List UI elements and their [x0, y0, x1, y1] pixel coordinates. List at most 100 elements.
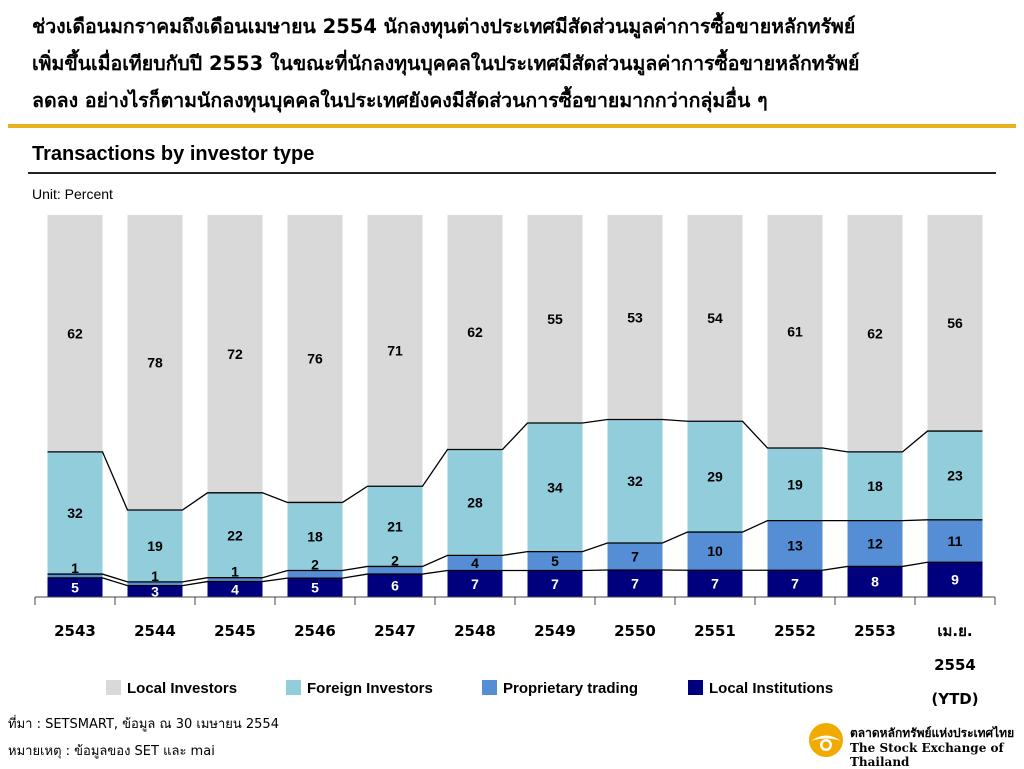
bar-segment — [447, 570, 503, 597]
data-label: 71 — [387, 343, 403, 359]
data-label: 8 — [871, 574, 879, 590]
data-label: 3 — [151, 583, 159, 599]
bar-segment — [287, 578, 343, 597]
bar-segment — [607, 569, 663, 597]
bar-segment — [367, 486, 423, 567]
bar-segment — [767, 570, 823, 597]
data-label: 7 — [711, 576, 719, 592]
bar-segment — [847, 566, 903, 597]
data-label: 29 — [707, 469, 723, 485]
bar-segment — [847, 520, 903, 567]
x-tick-label: 2544 — [134, 622, 176, 640]
bar-segment — [847, 215, 903, 452]
source-note: ที่มา : SETSMART, ข้อมูล ณ 30 เมษายน 255… — [8, 717, 279, 732]
x-tick-label: 2551 — [694, 622, 736, 640]
legend-swatch — [688, 680, 703, 695]
data-label: 34 — [547, 479, 563, 495]
data-label: 18 — [307, 528, 323, 544]
data-label: 28 — [467, 494, 483, 510]
data-label: 23 — [947, 467, 963, 483]
data-label: 78 — [147, 355, 163, 371]
x-tick-label: 2549 — [534, 622, 576, 640]
data-label: 55 — [547, 311, 563, 327]
bar-segment — [127, 585, 183, 597]
bar-segment — [927, 215, 983, 432]
set-logo-icon — [809, 723, 843, 757]
x-tick-label: 2553 — [854, 622, 896, 640]
footnote: หมายเหตุ : ข้อมูลของ SET และ mai — [8, 744, 215, 759]
bar-segment — [207, 215, 263, 493]
data-label: 7 — [551, 576, 559, 592]
data-label: 32 — [627, 473, 643, 489]
data-label: 2 — [311, 557, 319, 573]
logo-text-english: The Stock Exchange of Thailand — [850, 741, 1004, 769]
bar-segment — [927, 431, 983, 520]
series-connector-line — [47, 519, 983, 583]
headline-line: ลดลง อย่างไรก็ตามนักลงทุนบุคคลในประเทศยั… — [32, 89, 768, 112]
bar-segment — [767, 520, 823, 571]
x-tick-label: 2547 — [374, 622, 416, 640]
data-label: 10 — [707, 543, 723, 559]
bar-segment — [287, 502, 343, 571]
bar-segment — [47, 574, 103, 578]
data-label: 54 — [707, 310, 723, 326]
data-label: 13 — [787, 537, 803, 553]
x-tick-label: เม.ย. — [937, 622, 972, 640]
bar-segment — [527, 215, 583, 424]
headline: ช่วงเดือนมกราคมถึงเดือนเมษายน 2554 นักลง… — [32, 8, 1007, 119]
series-connector-line — [47, 418, 983, 511]
chart-title: Transactions by investor type — [32, 143, 315, 165]
data-label: 12 — [867, 536, 883, 552]
data-label: 76 — [307, 351, 323, 367]
data-label: 1 — [151, 568, 159, 584]
title-divider — [28, 172, 996, 174]
data-label: 5 — [71, 579, 79, 595]
data-label: 4 — [231, 581, 239, 597]
x-tick-label: 2550 — [614, 622, 656, 640]
bar-segment — [527, 551, 583, 571]
data-label: 62 — [467, 324, 483, 340]
data-label: 5 — [311, 580, 319, 596]
bar-segment — [207, 577, 263, 582]
bar-segment — [687, 570, 743, 597]
bar-segment — [127, 215, 183, 511]
bar-segment — [127, 581, 183, 586]
x-tick-label: 2548 — [454, 622, 496, 640]
bar-segment — [687, 532, 743, 571]
data-label: 61 — [787, 324, 803, 340]
headline-line: ช่วงเดือนมกราคมถึงเดือนเมษายน 2554 นักลง… — [32, 15, 856, 38]
data-label: 22 — [227, 527, 243, 543]
bar-segment — [127, 510, 183, 582]
headline-line: เพิ่มขึ้นเมื่อเทียบกับปี 2553 ในขณะที่นั… — [32, 52, 860, 75]
bar-segment — [367, 574, 423, 597]
data-label: 9 — [951, 572, 959, 588]
bar-segment — [847, 451, 903, 521]
bar-segment — [687, 421, 743, 533]
bar-segment — [767, 215, 823, 449]
bar-segment — [287, 215, 343, 503]
legend-label: Proprietary trading — [503, 680, 638, 697]
data-label: 6 — [391, 578, 399, 594]
data-label: 7 — [631, 575, 639, 591]
bar-segment — [47, 451, 103, 575]
bar-segment — [447, 449, 503, 556]
legend-label: Local Institutions — [709, 680, 833, 697]
bar-segment — [767, 448, 823, 521]
data-label: 32 — [67, 505, 83, 521]
x-tick-label: 2554 — [934, 656, 976, 674]
x-tick-label: 2546 — [294, 622, 336, 640]
legend-swatch — [106, 680, 121, 695]
stacked-bar-chart: 5132623119784122725218766221717428627534… — [34, 215, 996, 708]
bar-segment — [927, 562, 983, 597]
bar-segment — [47, 215, 103, 452]
bar-segment — [687, 215, 743, 422]
bar-segment — [607, 419, 663, 543]
bar-segment — [447, 555, 503, 571]
data-label: 62 — [867, 325, 883, 341]
logo-text-thai: ตลาดหลักทรัพย์แห่งประเทศไทย — [850, 726, 1015, 740]
series-connector-line — [47, 561, 983, 587]
bar-segment — [447, 215, 503, 450]
data-label: 18 — [867, 478, 883, 494]
bar-segment — [927, 519, 983, 563]
data-label: 2 — [391, 552, 399, 568]
